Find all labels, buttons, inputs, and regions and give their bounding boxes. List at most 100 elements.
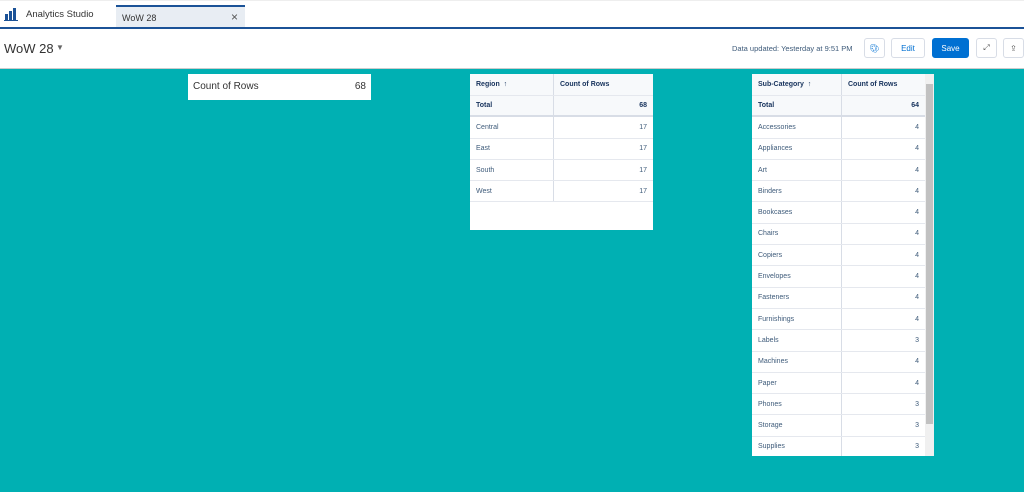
row-label: East [470, 138, 554, 159]
table-row[interactable]: Central 17 [470, 117, 653, 139]
row-label: Copiers [752, 245, 842, 266]
row-label: Chairs [752, 223, 842, 245]
table-row[interactable]: Chairs 4 [752, 223, 925, 246]
count-of-rows-widget[interactable]: Count of Rows 68 [188, 74, 371, 100]
table-row[interactable]: Binders 4 [752, 181, 925, 203]
row-label: Binders [752, 181, 842, 202]
region-table: Region ↑ Count of Rows Total 68 Central 17… [470, 74, 653, 230]
tab-label: WoW 28 [122, 13, 157, 23]
row-label: Envelopes [752, 266, 842, 287]
table-row[interactable]: Art 4 [752, 159, 925, 182]
row-label: West [470, 181, 554, 202]
close-icon[interactable]: × [230, 10, 238, 24]
subcategory-table: Sub-Category ↑ Count of Rows Total 64 Acc… [752, 74, 934, 456]
row-label: Storage [752, 415, 842, 436]
row-value: 17 [639, 187, 647, 195]
page-title: WoW 28 [4, 41, 54, 56]
share-icon: ⇪ [1010, 43, 1017, 53]
scrollbar[interactable] [925, 74, 934, 456]
table-row[interactable]: Storage 3 [752, 415, 925, 437]
table-row[interactable]: Appliances 4 [752, 138, 925, 160]
table-row[interactable]: Supplies 3 [752, 436, 925, 456]
tab-wow-28[interactable]: WoW 28 × [116, 5, 245, 29]
row-value: 17 [639, 123, 647, 131]
row-label: Central [470, 117, 554, 138]
row-label: Labels [752, 330, 842, 351]
table-row[interactable]: Bookcases 4 [752, 202, 925, 224]
table-header: Region ↑ Count of Rows [470, 74, 653, 96]
metric-label: Count of Rows [193, 81, 259, 92]
table-row[interactable]: West 17 [470, 181, 653, 203]
row-label: Furnishings [752, 308, 842, 330]
metric-value: 68 [354, 81, 366, 92]
app-name: Analytics Studio [26, 8, 94, 20]
table-row[interactable]: South 17 [470, 159, 653, 182]
row-value: 4 [915, 315, 919, 323]
table-row[interactable]: Machines 4 [752, 351, 925, 373]
expand-icon: ⤢ [983, 43, 990, 52]
column-header-region[interactable]: Region ↑ [470, 74, 554, 95]
dashboard-header: WoW 28 ▼ Data updated: Yesterday at 9:51… [0, 29, 1024, 69]
table-header: Sub-Category ↑ Count of Rows [752, 74, 925, 96]
row-value: 3 [915, 422, 919, 430]
row-value: 4 [915, 187, 919, 195]
row-label: Accessories [752, 117, 842, 138]
total-row: Total 64 [752, 96, 925, 118]
table-row[interactable]: Copiers 4 [752, 245, 925, 267]
table-row[interactable]: East 17 [470, 138, 653, 160]
chevron-down-icon[interactable]: ▼ [56, 43, 64, 52]
fullscreen-button[interactable]: ⤢ [976, 38, 997, 58]
row-value: 17 [639, 145, 647, 153]
theme-button[interactable]: 🎨︎ [864, 38, 885, 58]
table-row[interactable]: Fasteners 4 [752, 287, 925, 309]
row-label: Machines [752, 351, 842, 372]
row-value: 4 [915, 123, 919, 131]
row-value: 4 [915, 294, 919, 302]
row-label: Supplies [752, 436, 842, 456]
row-label: Appliances [752, 138, 842, 159]
bar-chart-icon [4, 8, 18, 21]
table-row[interactable]: Envelopes 4 [752, 266, 925, 288]
column-header-count[interactable]: Count of Rows [848, 81, 898, 88]
sort-asc-icon[interactable]: ↑ [503, 81, 508, 88]
total-row: Total 68 [470, 96, 653, 118]
share-button[interactable]: ⇪ [1003, 38, 1024, 58]
row-value: 4 [915, 251, 919, 259]
row-value: 4 [915, 379, 919, 387]
row-label: Fasteners [752, 287, 842, 308]
divider [0, 27, 1024, 29]
edit-button[interactable]: Edit [891, 38, 925, 58]
row-label: South [470, 159, 554, 181]
row-value: 4 [915, 145, 919, 153]
app-launcher[interactable]: Analytics Studio [4, 7, 94, 21]
row-value: 4 [915, 273, 919, 281]
total-label: Total [752, 96, 842, 116]
row-value: 4 [915, 230, 919, 238]
table-row[interactable]: Accessories 4 [752, 117, 925, 139]
table-row[interactable]: Labels 3 [752, 330, 925, 352]
row-label: Art [752, 159, 842, 181]
row-label: Paper [752, 372, 842, 394]
row-value: 3 [915, 400, 919, 408]
row-value: 3 [915, 443, 919, 451]
total-value: 68 [639, 102, 647, 110]
row-label: Bookcases [752, 202, 842, 223]
row-value: 4 [915, 166, 919, 174]
column-header-subcategory[interactable]: Sub-Category ↑ [752, 74, 842, 95]
row-value: 4 [915, 209, 919, 217]
sort-asc-icon[interactable]: ↑ [807, 81, 812, 88]
save-button[interactable]: Save [932, 38, 969, 58]
table-row[interactable]: Phones 3 [752, 394, 925, 416]
row-label: Phones [752, 394, 842, 415]
total-label: Total [470, 96, 554, 116]
row-value: 4 [915, 358, 919, 366]
column-header-count[interactable]: Count of Rows [560, 81, 610, 88]
tab-bar: Analytics Studio WoW 28 × [0, 0, 1024, 29]
row-value: 3 [915, 336, 919, 344]
palette-icon: 🎨︎ [869, 43, 880, 53]
total-value: 64 [911, 102, 919, 110]
table-row[interactable]: Paper 4 [752, 372, 925, 395]
scrollbar-thumb[interactable] [926, 84, 933, 424]
table-row[interactable]: Furnishings 4 [752, 308, 925, 331]
row-value: 17 [639, 166, 647, 174]
